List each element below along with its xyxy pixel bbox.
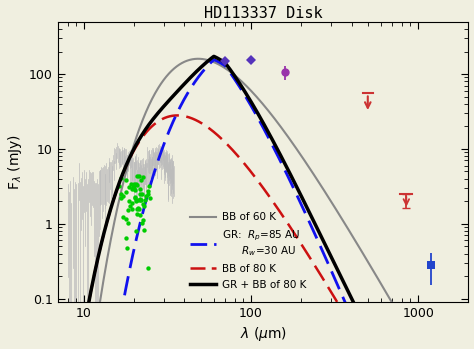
- Point: [125, 198, 133, 204]
- Title: HD113337 Disk: HD113337 Disk: [204, 6, 322, 21]
- Legend: BB of 60 K, GR:  $R_p$=85 AU
      $R_w$=30 AU, BB of 80 K, GR + BB of 80 K: BB of 60 K, GR: $R_p$=85 AU $R_w$=30 AU,…: [186, 208, 310, 294]
- Point: [130, 185, 137, 190]
- Point: [134, 205, 142, 211]
- Point: [123, 245, 130, 251]
- Point: [133, 173, 140, 179]
- Point: [124, 221, 132, 226]
- Point: [123, 216, 130, 221]
- Point: [126, 203, 134, 209]
- Point: [128, 200, 136, 206]
- Point: [134, 207, 141, 212]
- Point: [134, 198, 142, 203]
- Point: [132, 228, 139, 233]
- Point: [117, 192, 124, 197]
- Point: [139, 217, 147, 222]
- Point: [146, 195, 154, 201]
- Point: [122, 235, 130, 241]
- Point: [137, 212, 144, 217]
- Point: [128, 186, 136, 191]
- Point: [139, 201, 146, 207]
- Point: [137, 191, 144, 197]
- Point: [119, 193, 127, 199]
- Point: [140, 227, 148, 232]
- Point: [129, 185, 137, 190]
- Point: [136, 197, 144, 203]
- Point: [137, 177, 145, 183]
- Point: [132, 198, 140, 204]
- Point: [134, 211, 141, 217]
- Point: [138, 191, 146, 196]
- Point: [145, 192, 152, 197]
- X-axis label: $\lambda$ ($\mu$m): $\lambda$ ($\mu$m): [239, 326, 287, 343]
- Point: [125, 207, 132, 213]
- Point: [133, 182, 141, 188]
- Point: [130, 183, 138, 188]
- Point: [137, 196, 144, 201]
- Point: [140, 203, 148, 208]
- Point: [129, 185, 137, 191]
- Point: [137, 198, 145, 203]
- Point: [135, 173, 143, 179]
- Point: [144, 265, 152, 271]
- Point: [128, 207, 136, 212]
- Point: [141, 198, 149, 203]
- Point: [125, 185, 133, 190]
- Point: [131, 187, 138, 193]
- Point: [145, 184, 153, 189]
- Point: [142, 194, 150, 199]
- Point: [138, 220, 146, 226]
- Point: [130, 181, 137, 187]
- Point: [136, 186, 144, 192]
- Point: [131, 194, 138, 200]
- Point: [115, 183, 123, 189]
- Point: [144, 188, 152, 193]
- Point: [122, 177, 129, 183]
- Point: [135, 206, 143, 212]
- Point: [131, 195, 139, 201]
- Point: [122, 189, 130, 195]
- Point: [140, 174, 147, 179]
- Point: [128, 181, 135, 187]
- Point: [117, 196, 125, 201]
- Point: [117, 175, 125, 181]
- Y-axis label: F$_\lambda$ (mJy): F$_\lambda$ (mJy): [6, 134, 24, 190]
- Point: [132, 181, 140, 187]
- Point: [119, 214, 127, 219]
